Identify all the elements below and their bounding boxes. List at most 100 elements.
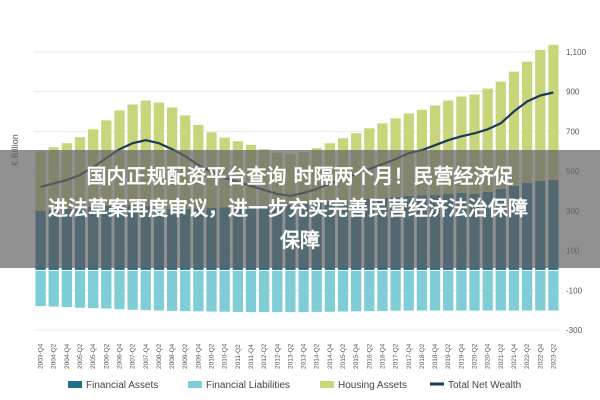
legend-label: Financial Liabilities [206,380,290,391]
financial-liabilities-bar [48,270,59,307]
financial-liabilities-bar [88,270,99,309]
housing-assets-bar [508,71,520,186]
financial-liabilities-bar [390,270,401,311]
x-tick-label: 2018-Q4 [432,343,439,369]
financial-liabilities-bar [521,270,533,311]
financial-liabilities-bar [258,270,270,313]
x-tick-label: 2013-Q2 [287,343,294,369]
financial-liabilities-bar [403,270,414,311]
x-tick-label: 2014-Q4 [327,343,334,369]
legend: Financial Assets Financial Liabilities Hou… [68,380,521,391]
financial-liabilities-bar [114,270,125,310]
headline-text[interactable]: 国内正规配资平台查询 时隔两个月！民营经济促 进法草案再度审议，进一步充实完善民… [0,160,600,256]
x-tick-label: 2004-Q2 [51,343,58,369]
housing-assets-bar [548,44,559,180]
financial-liabilities-bar [495,270,506,311]
legend-label: Financial Assets [86,380,158,391]
x-tick-label: 2011-Q4 [248,344,255,369]
x-tick-label: 2006-Q2 [103,343,110,369]
x-tick-label: 2010-Q2 [209,343,216,369]
financial-liabilities-bar [535,270,546,311]
financial-liabilities-bar [429,270,441,311]
y-tick-label: 700 [566,127,580,136]
legend-swatch [320,381,334,388]
legend-swatch [188,381,202,388]
housing-assets-bar [521,61,533,183]
headline-overlay [0,150,600,268]
x-tick-label: 2019-Q2 [445,343,452,369]
x-tick-label: 2015-Q4 [353,343,360,369]
legend-label: Housing Assets [338,380,407,391]
x-tick-label: 2021-Q4 [511,343,518,369]
x-tick-label: 2005-Q4 [90,343,97,369]
financial-liabilities-bar [337,270,349,312]
financial-liabilities-bar [219,270,230,312]
x-tick-label: 2009-Q4 [195,343,202,369]
x-tick-label: 2022-Q2 [524,343,531,369]
financial-liabilities-bar [140,270,151,311]
financial-liabilities-bar [166,270,178,311]
x-tick-label: 2020-Q4 [485,343,492,369]
financial-liabilities-bar [324,270,336,312]
financial-liabilities-bar [153,270,165,311]
x-tick-label: 2006-Q4 [116,343,123,369]
housing-assets-bar [495,81,506,189]
y-tick-label: 1,100 [566,48,587,57]
financial-liabilities-bar [245,270,257,313]
y-tick-label: 900 [566,88,580,97]
x-tick-label: 2018-Q2 [419,343,426,369]
financial-liabilities-bar [456,270,467,311]
financial-liabilities-bar [101,270,112,309]
financial-liabilities-bar [272,270,283,313]
financial-liabilities-bar [127,270,138,310]
financial-liabilities-bar [548,270,559,311]
y-tick-label: -100 [566,286,583,295]
financial-liabilities-bar [74,270,86,308]
legend-swatch [68,381,82,388]
x-tick-label: 2021-Q2 [498,343,505,369]
x-tick-label: 2015-Q2 [340,343,347,369]
x-tick-label: 2004-Q4 [64,343,71,369]
x-tick-label: 2007-Q2 [130,343,137,369]
headline-line-2: 进法草案再度审议，进一步充实完善民营经济法治保障 [48,196,528,220]
y-tick-label: -300 [566,326,583,335]
housing-assets-bar [469,94,480,194]
x-axis-ticks: 2003-Q4 2004-Q2 2004-Q4 2005-Q2 2005-Q4 2006-… [38,343,558,369]
x-tick-label: 2012-Q4 [274,343,281,369]
financial-liabilities-bars [35,270,559,313]
financial-liabilities-bar [193,270,204,312]
housing-assets-bar [482,88,493,192]
financial-liabilities-bar [508,270,520,311]
financial-liabilities-bar [206,270,217,312]
financial-liabilities-bar [285,270,296,313]
x-tick-label: 2008-Q4 [169,343,176,369]
financial-liabilities-bar [298,270,309,313]
financial-liabilities-bar [180,270,191,312]
financial-liabilities-bar [482,270,493,311]
financial-liabilities-bar [377,270,388,311]
financial-liabilities-bar [232,270,243,312]
x-tick-label: 2005-Q2 [77,343,84,369]
financial-liabilities-bar [311,270,322,312]
financial-liabilities-bar [416,270,428,311]
x-tick-label: 2020-Q2 [472,343,479,369]
financial-liabilities-bar [351,270,362,312]
x-tick-label: 2003-Q4 [38,343,45,369]
headline-line-3: 保障 [280,228,320,252]
x-tick-label: 2019-Q4 [458,343,465,369]
x-tick-label: 2022-Q4 [537,343,544,369]
x-tick-label: 2013-Q4 [301,343,308,369]
financial-liabilities-bar [443,270,454,311]
x-tick-label: 2017-Q4 [406,343,413,369]
financial-liabilities-bar [61,270,73,308]
x-tick-label: 2016-Q2 [366,343,373,369]
x-tick-label: 2014-Q2 [314,343,321,369]
x-tick-label: 2012-Q2 [261,343,268,369]
housing-assets-bar [456,96,467,193]
x-tick-label: 2007-Q4 [143,343,150,369]
housing-assets-bar [443,100,454,194]
housing-assets-bar [535,49,546,181]
x-tick-label: 2023-Q2 [550,343,557,369]
x-tick-label: 2008-Q2 [156,343,163,369]
financial-liabilities-bar [469,270,480,311]
